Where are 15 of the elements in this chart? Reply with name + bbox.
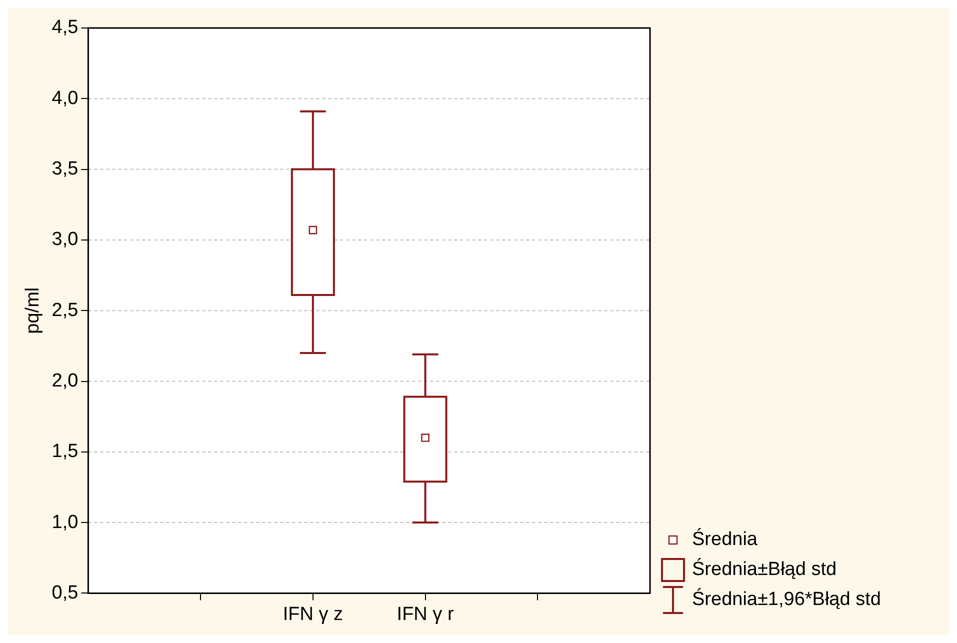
y-tick-label: 1,0 <box>52 512 78 533</box>
y-tick-label: 2,5 <box>52 300 78 321</box>
y-tick-label: 2,0 <box>52 370 78 392</box>
y-tick-label: 3,0 <box>52 229 78 250</box>
y-tick-label: 4,5 <box>52 17 78 38</box>
y-axis-title: pq/ml <box>22 287 44 334</box>
y-tick-label: 3,5 <box>52 158 78 180</box>
x-tick-label: IFN γ z <box>282 604 344 625</box>
text: Średnia±1,96*Błąd std <box>692 589 881 611</box>
y-tick-label: 4,0 <box>52 88 78 109</box>
text: Średnia <box>692 529 758 551</box>
x-tick-label: IFN γ r <box>396 604 454 625</box>
text: Średnia±Błąd std <box>692 559 837 581</box>
y-tick-label: 1,5 <box>52 441 78 462</box>
y-tick-label: 0,5 <box>52 582 78 604</box>
